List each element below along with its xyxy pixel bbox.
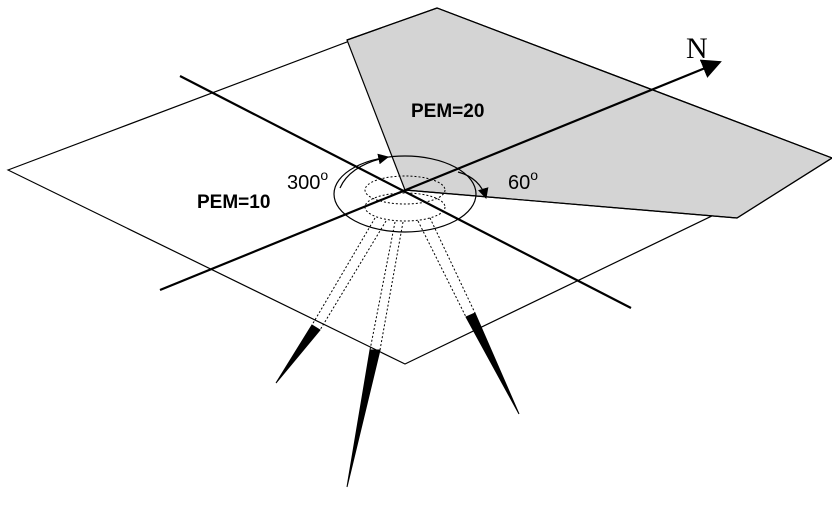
origin-ellipse-dotted-bottom <box>364 192 446 222</box>
angle-300-degree: o <box>320 167 328 183</box>
north-label: N <box>686 32 708 65</box>
ground-plane-edge <box>346 7 832 219</box>
angle-300-arrow <box>339 153 390 189</box>
angle-60-arrow <box>457 171 489 200</box>
cross-axis-line <box>179 75 632 309</box>
tripod-solid-legs <box>275 312 520 488</box>
tripod-dotted-legs <box>311 217 476 351</box>
angle-300-value: 300 <box>287 172 320 194</box>
origin-ellipse-dotted-top <box>364 175 446 205</box>
north-axis-line <box>159 59 722 292</box>
angle-60-degree: o <box>530 167 538 183</box>
angle-300-label: 300o <box>287 167 328 194</box>
sector-boundary-line <box>404 189 738 219</box>
pem-20-label: PEM=20 <box>411 101 484 122</box>
angle-60-label: 60o <box>508 167 538 194</box>
origin-ellipse-outer <box>333 155 477 233</box>
pem-10-label: PEM=10 <box>197 192 270 213</box>
angle-60-value: 60 <box>508 172 530 194</box>
